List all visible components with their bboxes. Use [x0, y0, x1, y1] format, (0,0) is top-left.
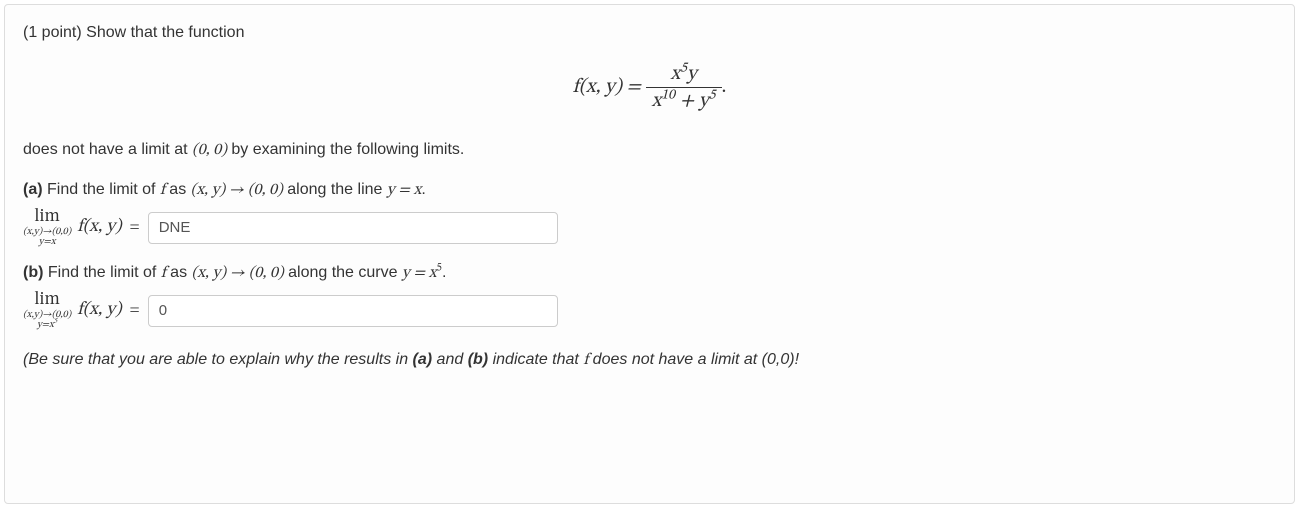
intro-line: (1 point) Show that the function — [23, 21, 1276, 45]
eq-numerator: x5y — [646, 63, 722, 87]
part-b-limit: lim (x,y)→(0,0) y=x5 — [23, 291, 71, 330]
lim-sub1: (x,y)→(0,0) — [23, 227, 71, 237]
eq-trailing: . — [722, 77, 727, 97]
display-equation: f(x, y) = x5y x10 + y5 . — [23, 63, 1276, 112]
line-2: does not have a limit at (0, 0) by exami… — [23, 138, 1276, 162]
lim-sub2-b: y=x5 — [37, 320, 57, 330]
part-a-limit: lim (x,y)→(0,0) y=x — [23, 208, 71, 247]
part-a-prompt: (a) Find the limit of f as (x, y) → (0, … — [23, 178, 1276, 202]
part-a-input[interactable] — [148, 212, 558, 244]
lim-sub2: y=x — [39, 237, 56, 247]
part-b-answer-row: lim (x,y)→(0,0) y=x5 f(x, y) = — [23, 291, 1276, 330]
eq-denominator: x10 + y5 — [646, 87, 722, 112]
problem-container: (1 point) Show that the function f(x, y)… — [4, 4, 1295, 504]
lim-sub1-b: (x,y)→(0,0) — [23, 310, 71, 320]
eq-lhs: f(x, y) = — [573, 77, 646, 97]
part-b-prompt: (b) Find the limit of f as (x, y) → (0, … — [23, 261, 1276, 285]
footnote: (Be sure that you are able to explain wh… — [23, 348, 1276, 372]
part-b-input[interactable] — [148, 295, 558, 327]
part-b-fxy: f(x, y) — [77, 299, 121, 322]
part-a-answer-row: lim (x,y)→(0,0) y=x f(x, y) = — [23, 208, 1276, 247]
lim-label-b: lim — [34, 291, 60, 309]
lim-label: lim — [34, 208, 60, 226]
part-b-eq: = — [130, 300, 140, 321]
eq-fraction: x5y x10 + y5 — [646, 63, 722, 112]
part-a-fxy: f(x, y) — [77, 216, 121, 239]
part-a-eq: = — [130, 217, 140, 238]
